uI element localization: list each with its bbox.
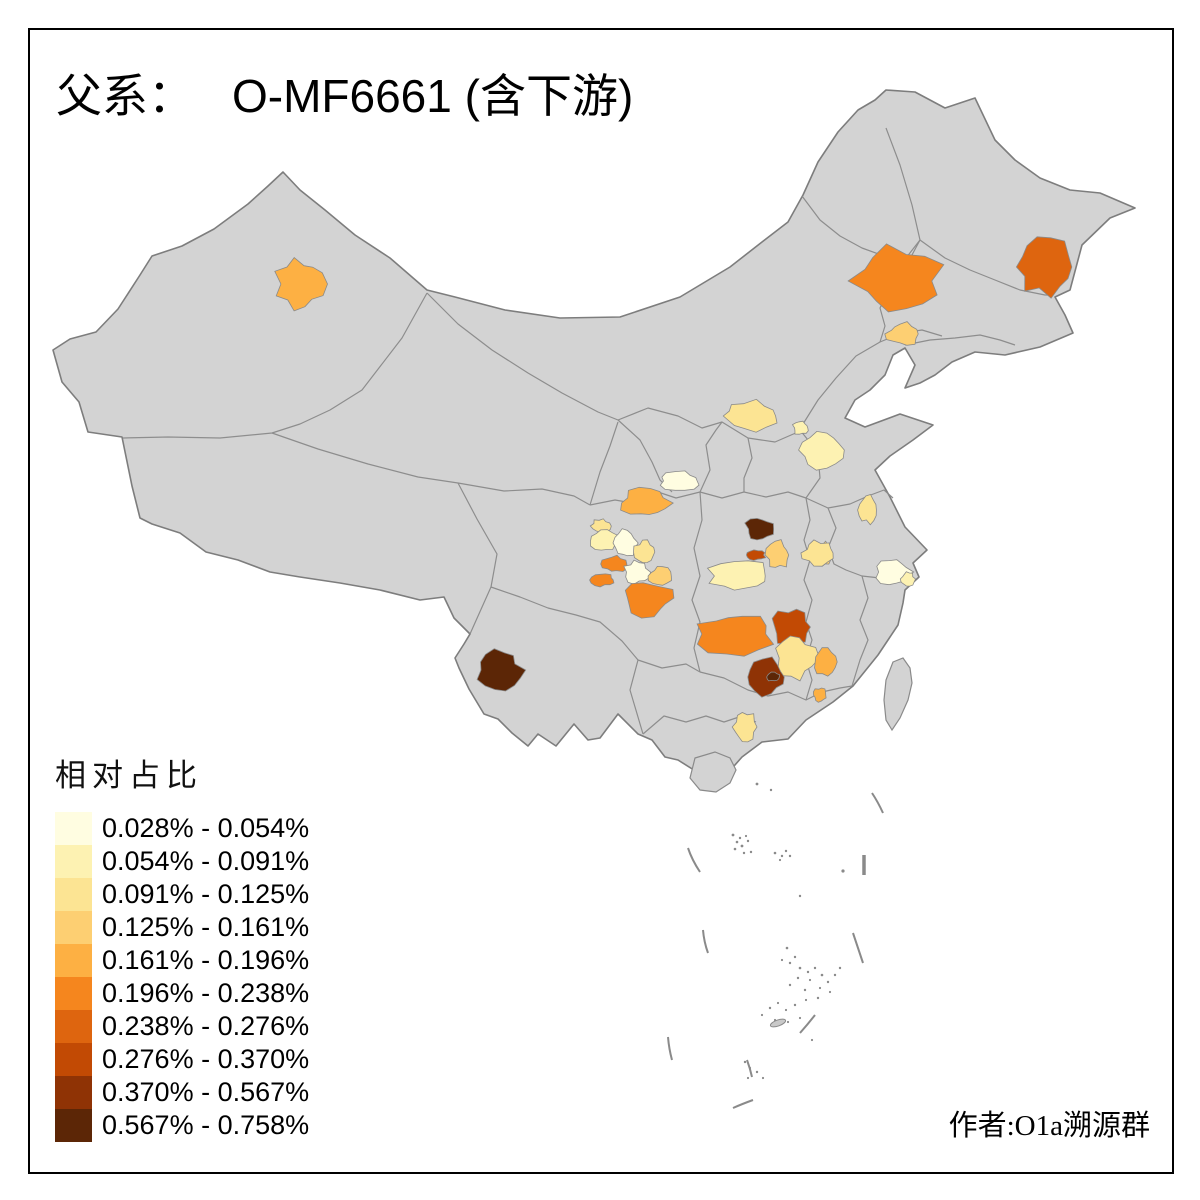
region-sichuan-w2	[612, 528, 639, 557]
legend-row: 0.567% - 0.758%	[55, 1109, 309, 1142]
region-shanxi-south	[722, 398, 778, 433]
region-sichuan-w1	[590, 529, 619, 551]
map-legend: 相对占比 0.028% - 0.054% 0.054% - 0.091% 0.091…	[55, 750, 309, 1142]
legend-row: 0.238% - 0.276%	[55, 1010, 309, 1043]
region-jiamusi	[1015, 236, 1073, 299]
legend-swatch	[55, 1076, 92, 1109]
region-enshi-band	[706, 560, 766, 591]
region-loudi-core	[766, 671, 781, 682]
legend-label: 0.567% - 0.758%	[102, 1110, 310, 1140]
legend-rows: 0.028% - 0.054% 0.054% - 0.091% 0.091% - 0…	[55, 812, 309, 1142]
legend-label: 0.276% - 0.370%	[102, 1044, 310, 1074]
page-title: 父系： O-MF6661 (含下游)	[56, 60, 633, 126]
region-wuhan-pale	[800, 539, 834, 567]
legend-swatch	[55, 1010, 92, 1043]
region-zigong	[647, 565, 672, 586]
region-meishan-cream	[623, 559, 651, 585]
legend-swatch	[55, 977, 92, 1010]
region-tongliao	[847, 243, 945, 313]
region-hubei-dark	[744, 517, 775, 541]
region-hangzhou-sm	[899, 571, 916, 587]
legend-row: 0.161% - 0.196%	[55, 944, 309, 977]
region-yunnan-dark	[476, 648, 527, 692]
region-tianshui	[620, 486, 674, 515]
region-loudi	[747, 656, 785, 698]
legend-swatch	[55, 845, 92, 878]
region-xinjiang	[274, 257, 328, 312]
region-sichuan-w3	[633, 539, 656, 564]
sea-dash-segments	[667, 792, 884, 1109]
legend-swatch	[55, 878, 92, 911]
legend-row: 0.125% - 0.161%	[55, 911, 309, 944]
region-hebei-sm	[791, 420, 809, 435]
region-liaoning-sm	[884, 321, 919, 346]
figure-border	[28, 28, 1174, 1174]
legend-label: 0.196% - 0.238%	[102, 978, 310, 1008]
region-yichang	[745, 549, 767, 561]
legend-row: 0.370% - 0.567%	[55, 1076, 309, 1109]
attribution-text: 作者:O1a溯源群	[948, 1110, 1150, 1142]
legend-label: 0.054% - 0.091%	[102, 846, 310, 876]
region-yaan	[589, 573, 615, 588]
legend-label: 0.125% - 0.161%	[102, 912, 310, 942]
legend-title: 相对占比	[55, 758, 203, 793]
legend-row: 0.028% - 0.054%	[55, 812, 309, 845]
region-ganzhou-sm	[812, 687, 827, 703]
taiwan-island	[883, 657, 913, 732]
legend-label: 0.161% - 0.196%	[102, 945, 310, 975]
legend-row: 0.276% - 0.370%	[55, 1043, 309, 1076]
region-chongqing	[624, 582, 675, 619]
legend-swatch	[55, 911, 92, 944]
region-jingmen	[764, 539, 790, 568]
legend-row: 0.091% - 0.125%	[55, 878, 309, 911]
legend-swatch	[55, 944, 92, 977]
legend-swatch	[55, 1043, 92, 1076]
region-pingxiang	[814, 647, 838, 677]
title-main: O-MF6661 (含下游)	[232, 70, 634, 122]
region-chengdu	[600, 554, 628, 572]
legend-label: 0.091% - 0.125%	[102, 879, 310, 909]
region-hebei-pale	[798, 430, 845, 471]
legend-label: 0.028% - 0.054%	[102, 813, 310, 843]
legend-row: 0.054% - 0.091%	[55, 845, 309, 878]
legend-swatch	[55, 1109, 92, 1142]
region-shandong-sm	[857, 494, 877, 526]
legend-row: 0.196% - 0.238%	[55, 977, 309, 1010]
region-hunan-nw	[696, 615, 775, 657]
region-guangdong-pale	[731, 712, 758, 743]
title-prefix: 父系：	[56, 71, 194, 122]
choropleth-regions	[274, 236, 1073, 743]
legend-label: 0.238% - 0.276%	[102, 1011, 310, 1041]
hainan-island	[689, 751, 737, 793]
south-china-sea-islets	[731, 782, 845, 1080]
region-jiangxi-pale	[775, 635, 820, 682]
legend-swatch	[55, 812, 92, 845]
region-shaanxi-cream	[659, 470, 700, 491]
legend-label: 0.370% - 0.567%	[102, 1077, 310, 1107]
